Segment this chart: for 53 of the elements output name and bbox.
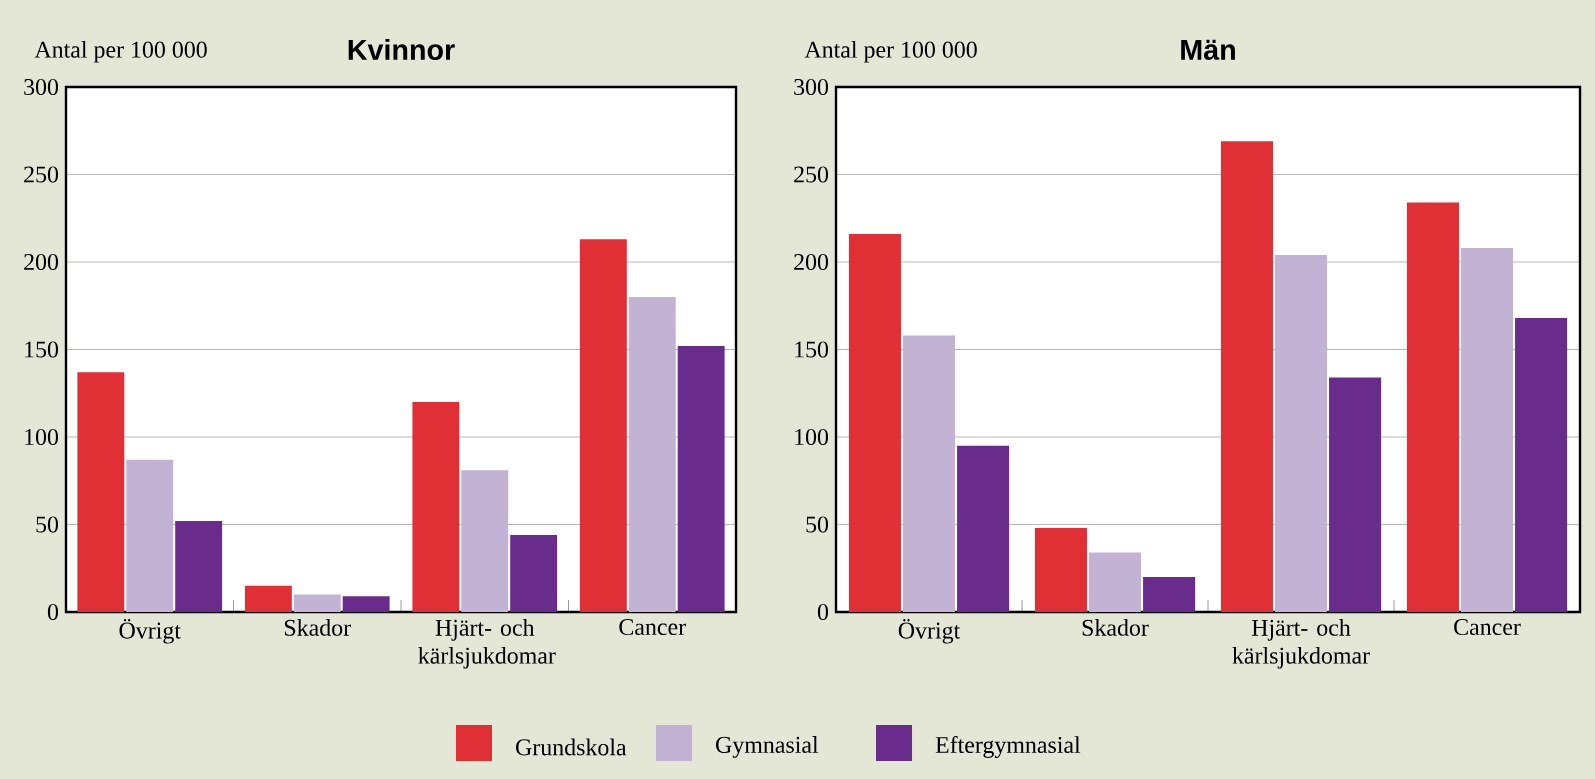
y-tick-label: 100 (795, 428, 829, 446)
y-tick-label: 300 (794, 78, 829, 96)
bar (175, 521, 223, 612)
x-tick-label: Övrigt (119, 619, 181, 644)
bar (126, 459, 174, 612)
bar (1329, 377, 1382, 612)
legend-label: Eftergymnasial (935, 735, 1081, 758)
bar (412, 402, 460, 612)
bar (1460, 247, 1514, 612)
y-tick-label: 250 (794, 166, 829, 183)
y-tick-label: 150 (25, 341, 59, 358)
bar (461, 470, 509, 612)
x-tick-label: Hjärt- och kärlsjukdomar (418, 619, 556, 669)
bar (244, 585, 292, 612)
legend-label: Gymnasial (716, 736, 819, 758)
y-tick-label: 300 (24, 78, 59, 96)
bar (1406, 202, 1459, 612)
legend-label: Grundskola (516, 738, 627, 756)
bar (1034, 528, 1087, 612)
bar (1220, 141, 1273, 612)
bar (342, 596, 390, 612)
bar (957, 445, 1010, 612)
y-tick-label: 50 (806, 516, 829, 533)
bar (510, 535, 558, 612)
x-tick-label: Hjärt- och kärlsjukdomar (1232, 619, 1370, 669)
bar (628, 297, 676, 612)
y-tick-label: 0 (817, 603, 829, 621)
y-tick-label: 200 (24, 253, 59, 271)
y-tick-label: 100 (25, 428, 59, 446)
y-tick-label: 200 (794, 253, 829, 271)
y-tick-label: 250 (24, 166, 59, 183)
bar (1274, 254, 1328, 612)
x-tick-label: Skador (284, 619, 351, 636)
bar (77, 372, 125, 612)
bar (1088, 552, 1142, 612)
bar (293, 594, 341, 612)
chart-title: Män (1181, 39, 1235, 60)
y-tick-label: 50 (36, 516, 59, 533)
bar (1143, 577, 1196, 612)
y-axis-title: Antal per 100 000 (34, 40, 207, 63)
y-tick-label: 150 (795, 341, 829, 358)
x-tick-label: Övrigt (898, 619, 961, 644)
bar (848, 233, 901, 612)
x-tick-label: Cancer (1454, 619, 1521, 636)
bar (902, 335, 956, 612)
bar (579, 239, 627, 612)
bar (677, 346, 725, 612)
chart-title: Kvinnor (348, 38, 455, 60)
y-tick-label: 0 (47, 603, 59, 621)
x-tick-label: Cancer (619, 619, 686, 636)
x-tick-label: Skador (1082, 619, 1149, 636)
y-axis-title: Antal per 100 000 (804, 40, 977, 63)
bar (1515, 318, 1568, 612)
